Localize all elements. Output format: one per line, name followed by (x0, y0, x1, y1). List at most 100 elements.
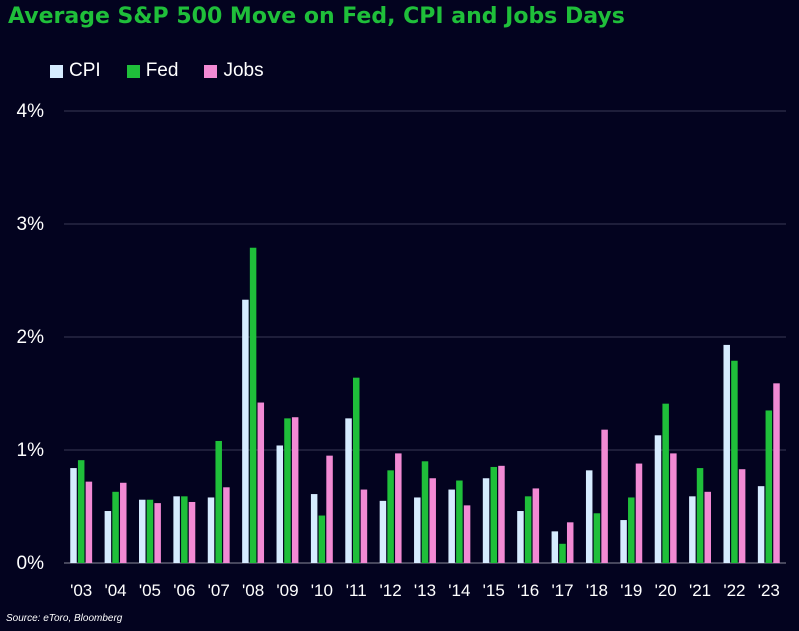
bar-fed-7 (318, 515, 326, 563)
bar-fed-16 (628, 497, 635, 563)
bar-fed-18 (696, 468, 704, 563)
bar-jobs-17 (670, 453, 677, 563)
bar-jobs-11 (463, 505, 471, 563)
x-tick-label: '20 (655, 581, 677, 600)
bar-fed-8 (352, 377, 360, 563)
bar-cpi-19 (723, 344, 730, 563)
x-tick-label: '22 (723, 581, 745, 600)
legend-item-fed[interactable]: Fed (126, 60, 179, 82)
source-note: Source: eToro, Bloomberg (6, 613, 123, 624)
legend-label-cpi: CPI (69, 60, 101, 81)
bar-fed-4 (215, 440, 222, 563)
bar-fed-17 (662, 403, 669, 563)
chart-legend: CPI Fed Jobs (50, 60, 264, 82)
bar-fed-19 (731, 360, 738, 563)
bar-cpi-11 (448, 489, 455, 563)
bar-jobs-13 (532, 488, 540, 563)
y-tick-label: 1% (17, 440, 45, 461)
bar-jobs-18 (704, 491, 711, 563)
bar-cpi-7 (310, 494, 318, 563)
bar-cpi-2 (139, 499, 146, 563)
bar-cpi-6 (276, 445, 284, 563)
bar-cpi-10 (414, 497, 421, 563)
bar-cpi-5 (242, 299, 249, 563)
bar-jobs-1 (120, 482, 127, 563)
bar-fed-6 (284, 418, 291, 563)
bar-cpi-1 (104, 511, 112, 563)
bar-fed-12 (490, 466, 498, 563)
bar-cpi-12 (482, 478, 490, 563)
bar-jobs-0 (85, 481, 93, 563)
bar-jobs-20 (773, 383, 780, 563)
bar-jobs-9 (395, 453, 402, 563)
x-tick-label: '08 (242, 581, 264, 600)
y-tick-label: 2% (17, 327, 45, 348)
x-tick-label: '04 (104, 581, 126, 600)
bar-cpi-18 (689, 496, 696, 563)
bar-fed-1 (112, 491, 119, 563)
bar-jobs-16 (635, 463, 643, 563)
x-tick-label: '19 (620, 581, 642, 600)
bar-jobs-2 (154, 503, 161, 563)
legend-swatch-cpi (50, 64, 63, 78)
bar-jobs-7 (326, 455, 333, 563)
chart-title: Average S&P 500 Move on Fed, CPI and Job… (8, 4, 625, 29)
x-tick-label: '03 (70, 581, 92, 600)
legend-item-jobs[interactable]: Jobs (204, 60, 264, 82)
bar-fed-15 (593, 513, 601, 563)
bar-jobs-19 (738, 469, 746, 563)
x-tick-label: '21 (689, 581, 711, 600)
x-tick-label: '11 (346, 581, 367, 600)
x-tick-label: '18 (586, 581, 608, 600)
legend-label-fed: Fed (145, 60, 179, 81)
bar-fed-9 (387, 470, 394, 563)
bar-cpi-15 (585, 470, 593, 563)
x-tick-label: '06 (173, 581, 195, 600)
bar-cpi-3 (173, 496, 180, 563)
bar-jobs-5 (257, 402, 265, 563)
bar-cpi-9 (379, 500, 387, 563)
x-tick-label: '13 (414, 581, 436, 600)
bar-fed-2 (146, 499, 154, 563)
bar-jobs-12 (498, 465, 505, 563)
bar-cpi-0 (70, 468, 77, 563)
x-tick-label: '17 (551, 581, 573, 600)
x-tick-label: '12 (380, 581, 402, 600)
bar-jobs-8 (360, 489, 368, 563)
bar-fed-5 (249, 247, 257, 564)
x-tick-label: '09 (276, 581, 298, 600)
bar-cpi-16 (620, 520, 627, 563)
bar-jobs-15 (601, 429, 608, 563)
y-tick-label: 0% (17, 553, 45, 574)
bar-fed-13 (524, 496, 532, 563)
y-tick-label: 3% (17, 214, 45, 235)
legend-swatch-jobs (204, 64, 218, 78)
x-tick-label: '16 (517, 581, 539, 600)
legend-item-cpi[interactable]: CPI (50, 60, 101, 82)
bar-jobs-3 (188, 501, 196, 563)
y-tick-label: 4% (17, 101, 45, 122)
bar-fed-14 (559, 543, 566, 563)
x-tick-label: '15 (483, 581, 505, 600)
bar-jobs-6 (291, 417, 299, 563)
bar-cpi-4 (207, 497, 215, 563)
bar-cpi-14 (551, 531, 559, 563)
x-tick-label: '10 (311, 581, 333, 600)
bar-jobs-4 (223, 487, 230, 563)
x-tick-label: '07 (208, 581, 230, 600)
bar-cpi-17 (654, 435, 662, 563)
legend-swatch-fed (126, 64, 140, 78)
x-tick-label: '05 (139, 581, 161, 600)
bar-fed-11 (456, 480, 463, 563)
bar-fed-20 (765, 410, 773, 563)
bar-fed-10 (421, 461, 429, 563)
bar-fed-0 (77, 460, 85, 563)
legend-label-jobs: Jobs (223, 60, 264, 81)
x-tick-label: '14 (448, 581, 470, 600)
bar-cpi-20 (757, 486, 765, 563)
x-tick-label: '23 (758, 581, 780, 600)
bar-cpi-8 (345, 418, 352, 563)
bar-jobs-10 (429, 478, 436, 563)
bar-fed-3 (181, 496, 188, 563)
